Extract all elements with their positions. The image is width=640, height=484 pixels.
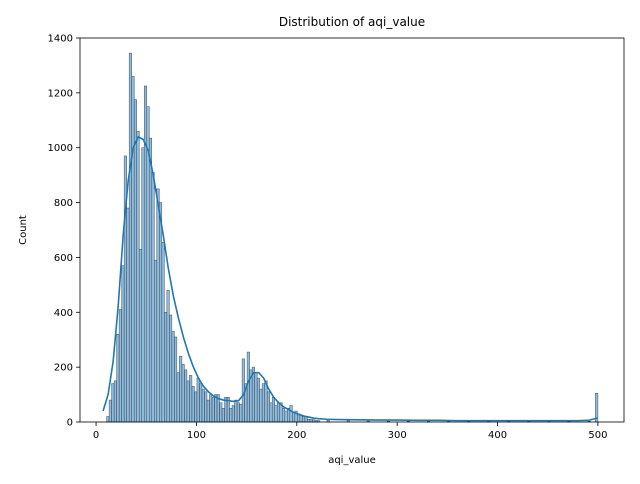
kde-curve (102, 135, 599, 422)
histogram-bar (229, 408, 233, 423)
histogram-bar (108, 399, 112, 423)
histogram-bar (161, 242, 165, 423)
histogram-bar (176, 372, 180, 423)
histogram-bar (106, 416, 110, 423)
histogram-bar (126, 207, 130, 423)
histogram-bar (149, 137, 153, 423)
histogram-bar (133, 99, 137, 423)
x-axis-label: aqi_value (328, 455, 376, 466)
histogram-bar (246, 351, 250, 423)
kde-layer (102, 135, 599, 422)
histogram-bar (261, 383, 265, 423)
histogram-bar (284, 410, 288, 423)
x-tick-label: 500 (588, 430, 607, 441)
histogram-bar (304, 417, 308, 423)
histogram-bar (214, 394, 218, 423)
y-tick-label: 800 (54, 198, 73, 209)
histogram-bar (206, 399, 210, 423)
histogram-bar (239, 403, 243, 423)
histogram-bar (128, 52, 132, 423)
x-tick-label: 0 (93, 430, 99, 441)
histogram-bar (302, 416, 306, 423)
histogram-bar (209, 394, 213, 423)
histogram-bar (274, 405, 278, 423)
histogram-bar (309, 419, 313, 423)
y-tick-label: 200 (54, 363, 73, 374)
histogram-bar (201, 388, 205, 423)
histogram-bar (264, 380, 268, 423)
histogram-bar (259, 388, 263, 423)
histogram-bar (174, 336, 178, 423)
histogram-bar (307, 419, 311, 423)
bars-layer (106, 52, 599, 423)
histogram-bar (234, 399, 238, 423)
chart-title: Distribution of aqi_value (279, 15, 425, 29)
histogram-bar (211, 397, 215, 423)
x-tick-label: 200 (287, 430, 306, 441)
histogram-bar (231, 405, 235, 423)
histogram-bar (196, 377, 200, 423)
x-tick-label: 400 (488, 430, 507, 441)
histogram-bar (113, 380, 117, 423)
histogram-bar (194, 391, 198, 423)
histogram-bar (136, 131, 140, 423)
histogram-bar (116, 333, 120, 423)
histogram-bar (269, 402, 273, 423)
histogram-bar (189, 375, 193, 423)
histogram-bar (154, 259, 158, 423)
histogram-bar (271, 397, 275, 423)
histogram-bar (121, 265, 125, 423)
histogram-bar (171, 331, 175, 423)
histogram-bar (236, 402, 240, 423)
histogram-bar (186, 380, 190, 423)
histogram-bar (143, 85, 148, 423)
y-axis-label: Count (18, 215, 29, 245)
histogram-bar (141, 147, 145, 423)
histogram-bar (159, 202, 163, 423)
y-tick-label: 1000 (48, 143, 73, 154)
histogram-bar (166, 290, 170, 423)
histogram-bar (191, 386, 195, 423)
histogram-bar (219, 402, 223, 423)
histogram-bar (204, 391, 208, 423)
histogram-bar (254, 372, 258, 423)
histogram-bar (151, 172, 155, 423)
histogram-bar (241, 358, 245, 423)
histogram-bar (169, 314, 173, 423)
histogram-bar (256, 377, 260, 423)
histogram-bar (281, 408, 285, 423)
y-tick-label: 1400 (48, 34, 73, 45)
histogram-bar (181, 364, 185, 423)
y-tick-label: 0 (67, 418, 73, 429)
y-tick-label: 600 (54, 253, 73, 264)
histogram-bar (131, 76, 135, 423)
histogram-bar (276, 402, 280, 423)
histogram-bar (221, 408, 225, 423)
histogram-bar (138, 248, 142, 423)
axes-layer: 0 100 200 300 400 500 0 200 400 600 800 1000 1200 140… (48, 34, 625, 441)
y-tick-label: 1200 (48, 88, 73, 99)
histogram-bar (292, 412, 296, 423)
histogram-bar (164, 312, 168, 423)
histogram-bar (118, 309, 122, 423)
histogram-bar (266, 391, 270, 423)
histogram-bar (289, 405, 293, 423)
plot-frame (79, 37, 625, 423)
histogram-bar (179, 355, 183, 423)
histogram-bar (199, 383, 203, 423)
histogram-bar (156, 188, 160, 423)
histogram-bar (111, 383, 115, 423)
histogram-bar (184, 369, 188, 423)
x-tick-label: 300 (388, 430, 407, 441)
y-tick-label: 400 (54, 308, 73, 319)
x-tick-label: 100 (187, 430, 206, 441)
